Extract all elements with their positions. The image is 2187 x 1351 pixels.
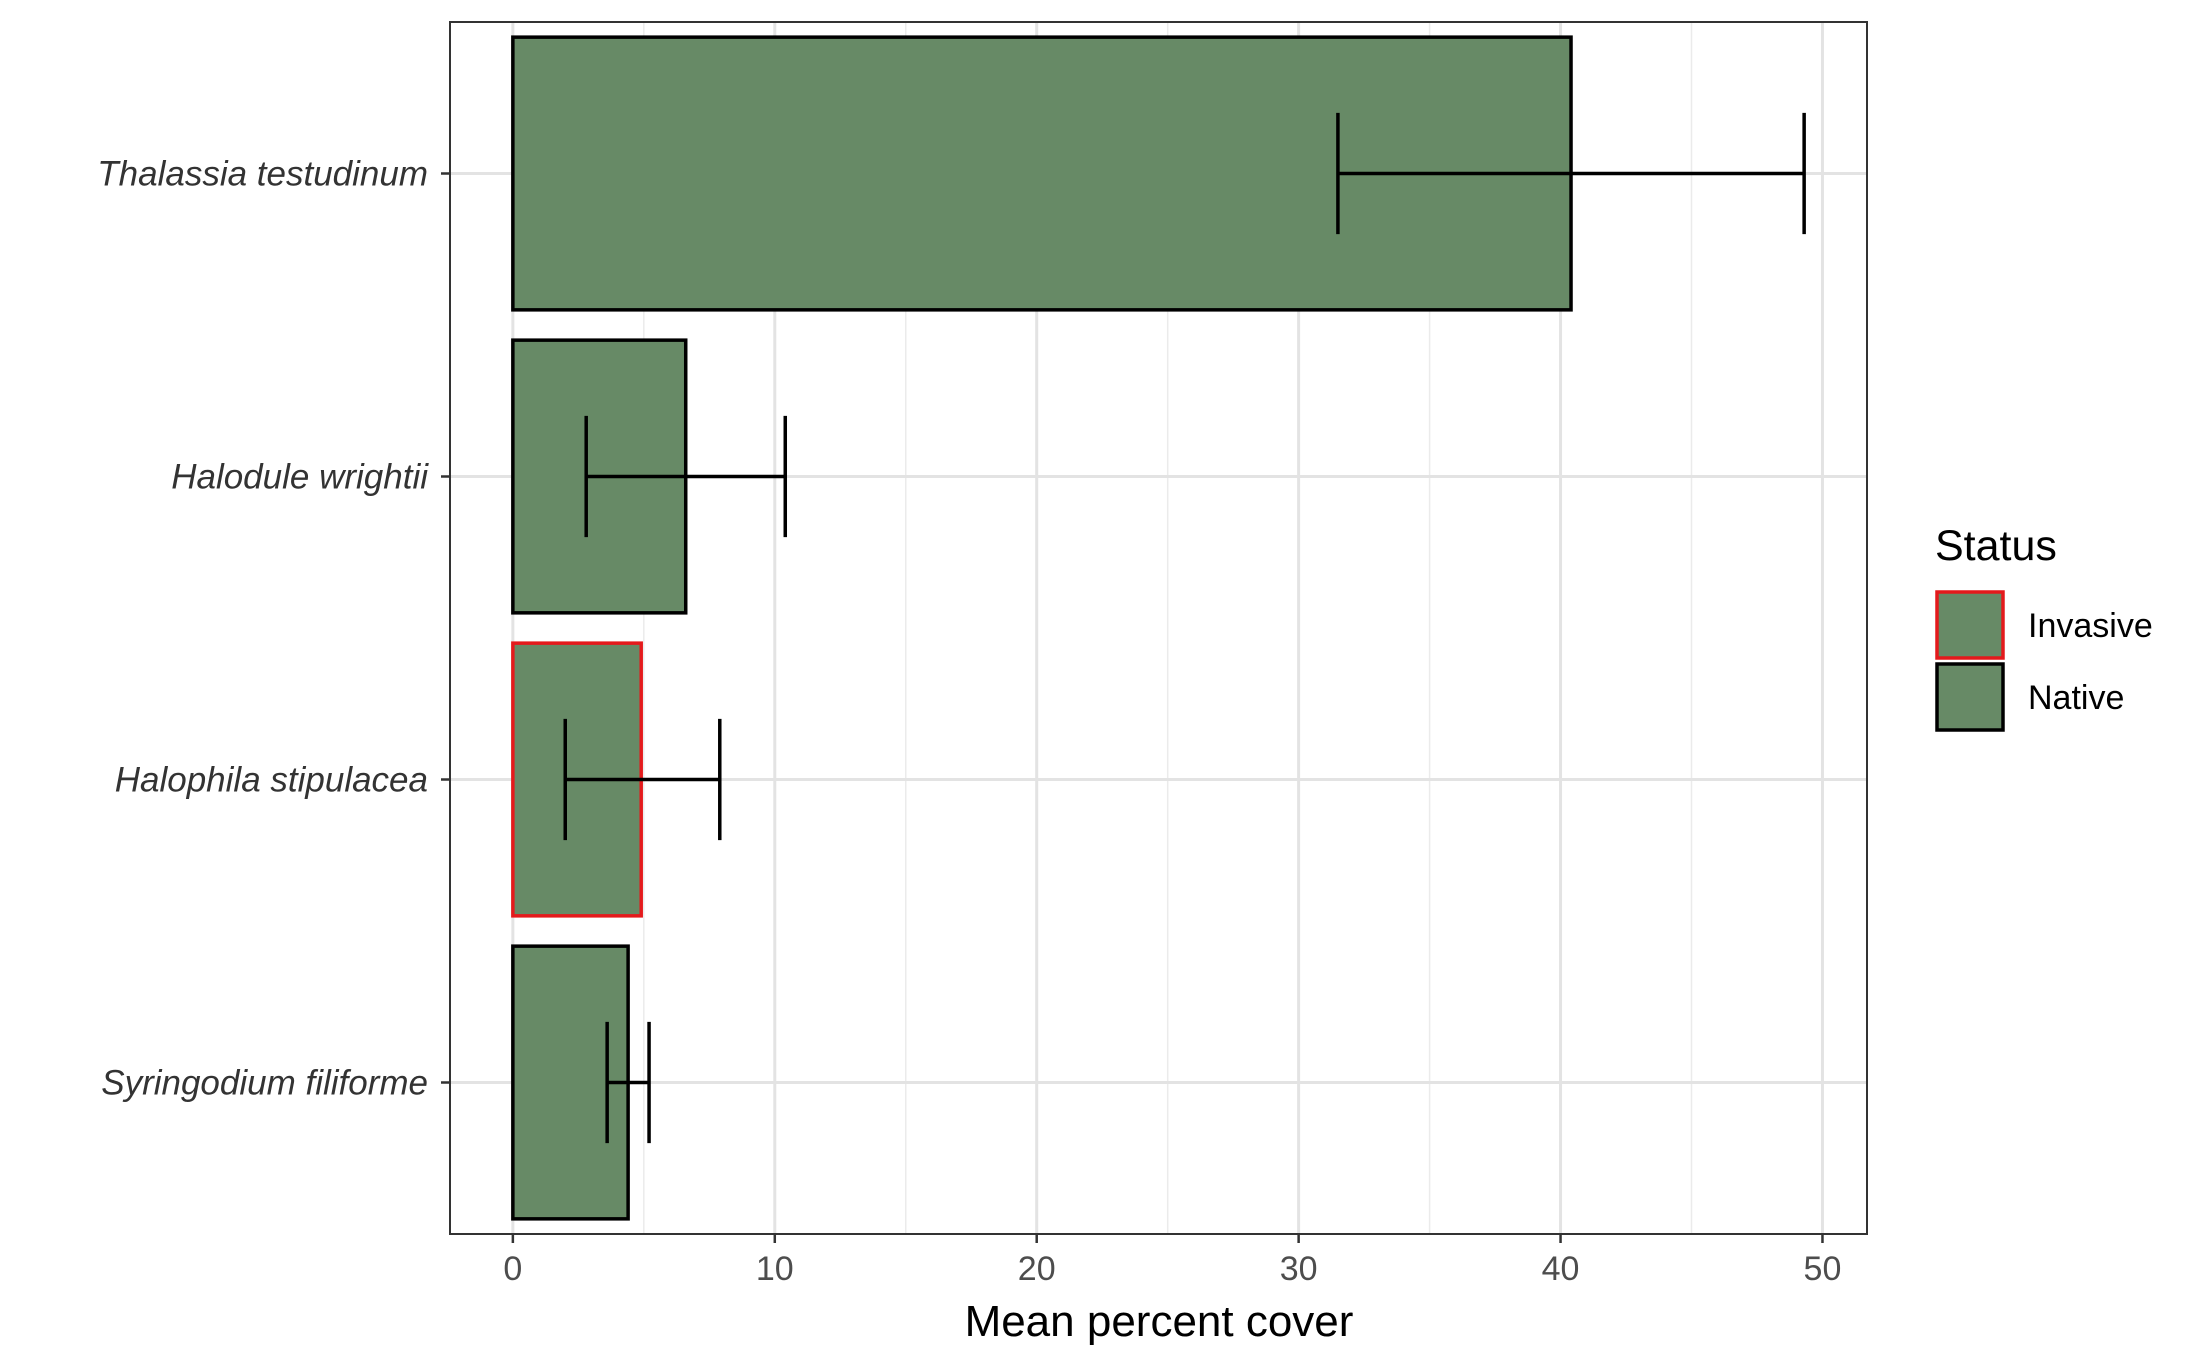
- legend-key: [1935, 662, 2005, 732]
- legend-title: Status: [1935, 522, 2057, 570]
- legend-key: [1935, 590, 2005, 660]
- legend: Status Invasive Native: [1935, 522, 2153, 732]
- legend-label: Native: [2028, 679, 2124, 717]
- x-tick-label: 10: [756, 1250, 794, 1288]
- x-axis-title: Mean percent cover: [965, 1297, 1354, 1346]
- y-tick-label: Halophila stipulacea: [115, 761, 428, 800]
- x-tick-label: 30: [1280, 1250, 1318, 1288]
- x-tick-label: 20: [1018, 1250, 1056, 1288]
- legend-label: Invasive: [2028, 607, 2153, 645]
- y-tick-label: Thalassia testudinum: [97, 155, 428, 194]
- y-tick-label: Halodule wrightii: [171, 458, 429, 497]
- plot-panel-border: [449, 21, 1868, 1235]
- y-tick-label: Syringodium filiforme: [101, 1064, 428, 1103]
- error-bar-layer: [563, 112, 1806, 1144]
- x-tick-label: 40: [1542, 1250, 1580, 1288]
- x-tick-label: 0: [503, 1250, 522, 1288]
- axis-layer: 0 10 20 30 40 50 Thalassia testudinum Halodule …: [97, 155, 1841, 1289]
- x-tick-label: 50: [1804, 1250, 1842, 1288]
